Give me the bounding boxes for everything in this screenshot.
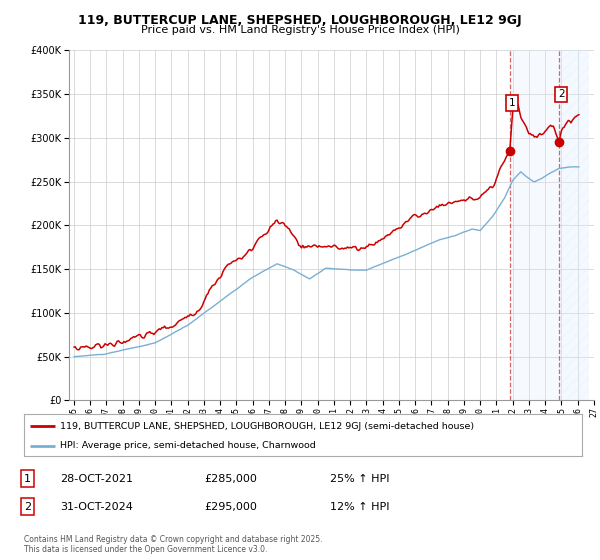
Text: HPI: Average price, semi-detached house, Charnwood: HPI: Average price, semi-detached house,… xyxy=(60,441,316,450)
Text: 1: 1 xyxy=(24,474,31,484)
Bar xyxy=(510,50,559,400)
Text: 25% ↑ HPI: 25% ↑ HPI xyxy=(330,474,389,484)
Text: 31-OCT-2024: 31-OCT-2024 xyxy=(60,502,133,512)
Bar xyxy=(559,50,589,400)
Text: Price paid vs. HM Land Registry's House Price Index (HPI): Price paid vs. HM Land Registry's House … xyxy=(140,25,460,35)
Text: 119, BUTTERCUP LANE, SHEPSHED, LOUGHBOROUGH, LE12 9GJ: 119, BUTTERCUP LANE, SHEPSHED, LOUGHBORO… xyxy=(78,14,522,27)
Text: £285,000: £285,000 xyxy=(204,474,257,484)
Text: 28-OCT-2021: 28-OCT-2021 xyxy=(60,474,133,484)
Text: 119, BUTTERCUP LANE, SHEPSHED, LOUGHBOROUGH, LE12 9GJ (semi-detached house): 119, BUTTERCUP LANE, SHEPSHED, LOUGHBORO… xyxy=(60,422,475,431)
Text: 2: 2 xyxy=(558,89,565,99)
Text: 2: 2 xyxy=(24,502,31,512)
Text: 12% ↑ HPI: 12% ↑ HPI xyxy=(330,502,389,512)
Text: Contains HM Land Registry data © Crown copyright and database right 2025.
This d: Contains HM Land Registry data © Crown c… xyxy=(24,535,323,554)
Text: £295,000: £295,000 xyxy=(204,502,257,512)
Text: 1: 1 xyxy=(509,98,515,108)
